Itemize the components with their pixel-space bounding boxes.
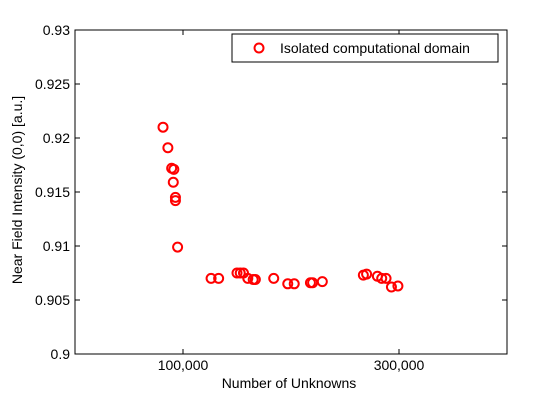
y-tick-label: 0.9 bbox=[51, 346, 71, 362]
x-tick-label: 100,000 bbox=[158, 357, 209, 373]
legend-marker bbox=[253, 42, 265, 54]
legend: Isolated computational domain bbox=[231, 33, 499, 63]
x-tick-label: 300,000 bbox=[374, 357, 425, 373]
data-point bbox=[205, 272, 217, 284]
data-point bbox=[316, 276, 328, 288]
data-point bbox=[385, 281, 397, 293]
legend-label: Isolated computational domain bbox=[280, 40, 470, 56]
y-axis-label: Near Field Intensity (0,0) [a.u.] bbox=[9, 96, 25, 284]
data-point bbox=[231, 267, 243, 279]
data-point bbox=[157, 121, 169, 133]
data-point bbox=[282, 278, 294, 290]
data-point bbox=[376, 272, 388, 284]
y-tick-label: 0.915 bbox=[35, 184, 70, 200]
y-tick-label: 0.93 bbox=[43, 22, 70, 38]
data-point bbox=[172, 241, 184, 253]
data-point bbox=[213, 272, 225, 284]
data-point bbox=[162, 142, 174, 154]
data-point bbox=[169, 195, 181, 207]
data-point bbox=[167, 176, 179, 188]
plot-area bbox=[74, 29, 508, 355]
data-point bbox=[392, 280, 404, 292]
ticks-layer: 0.9 0.905 0.91 0.915 0.92 0.925 0.93 100,000 300… bbox=[35, 22, 507, 373]
data-point bbox=[380, 272, 392, 284]
points-layer bbox=[157, 121, 404, 293]
x-axis-label: Number of Unknowns bbox=[222, 375, 357, 391]
y-tick-label: 0.92 bbox=[43, 130, 70, 146]
data-point bbox=[169, 191, 181, 203]
data-point bbox=[234, 267, 246, 279]
data-point bbox=[168, 163, 180, 175]
data-point bbox=[288, 278, 300, 290]
data-point bbox=[361, 268, 373, 280]
y-tick-label: 0.91 bbox=[43, 238, 70, 254]
data-point bbox=[268, 272, 280, 284]
data-point bbox=[242, 272, 254, 284]
data-point bbox=[249, 273, 261, 285]
y-tick-label: 0.905 bbox=[35, 292, 70, 308]
legend-box bbox=[231, 33, 499, 63]
y-tick-label: 0.925 bbox=[35, 76, 70, 92]
